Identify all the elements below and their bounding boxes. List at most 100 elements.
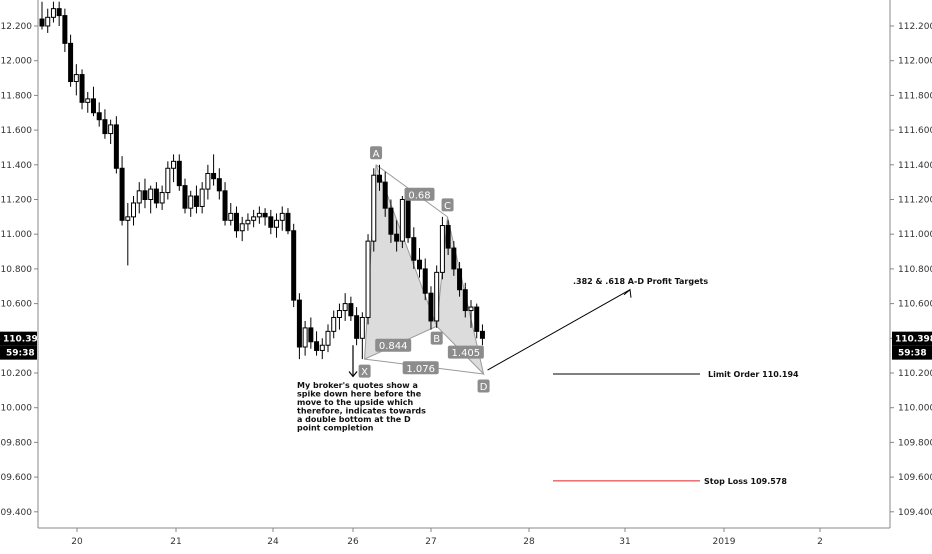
y-tick-label-left: 109.400 [0,508,32,518]
y-tick-label-left: 109.600 [0,473,32,483]
broker-note-line: therefore, indicates towards [297,407,426,416]
candle[interactable] [302,320,308,356]
broker-note-line: spike down here before the [297,390,422,399]
candle[interactable] [148,185,154,214]
candle[interactable] [171,154,177,183]
candle[interactable] [279,206,285,231]
candle[interactable] [262,208,268,226]
candle[interactable] [371,168,377,252]
candle[interactable] [451,241,457,276]
candle[interactable] [376,164,382,191]
candle[interactable] [62,8,68,53]
candle-body [211,172,217,180]
candle-body [342,303,348,312]
candle-body [457,268,463,291]
candle[interactable] [228,202,234,226]
candle[interactable] [291,223,297,308]
candle[interactable] [216,168,222,200]
candle[interactable] [113,116,119,174]
candle[interactable] [422,258,428,301]
candle[interactable] [193,185,199,214]
candle[interactable] [119,156,125,226]
candle[interactable] [165,161,171,200]
candle[interactable] [73,64,79,96]
candle[interactable] [96,102,102,127]
profit-target-arrow-line [487,289,631,371]
candle[interactable] [233,206,239,238]
candle[interactable] [199,182,205,214]
candle[interactable] [205,164,211,200]
candle-body [331,316,337,332]
stop-loss-label: Stop Loss 109.578 [704,477,787,486]
candle[interactable] [399,196,405,249]
candle[interactable] [85,91,91,113]
candle[interactable] [348,296,354,321]
candle[interactable] [90,86,96,117]
candle[interactable] [131,196,137,226]
candle[interactable] [102,109,108,139]
candle[interactable] [457,261,463,297]
candle[interactable] [417,248,423,278]
candle[interactable] [136,182,142,214]
candle[interactable] [365,234,371,325]
candle[interactable] [274,213,280,238]
candle[interactable] [50,1,56,23]
candle[interactable] [188,190,194,217]
candle[interactable] [153,182,159,209]
candle[interactable] [359,312,365,360]
candle[interactable] [342,293,348,321]
candle[interactable] [182,178,188,214]
candle[interactable] [336,303,342,330]
y-tick-label-left: 110.200 [0,369,32,379]
candle[interactable] [159,185,165,210]
candle[interactable] [56,1,62,26]
candle[interactable] [256,206,262,224]
candle[interactable] [479,324,485,346]
candle[interactable] [285,208,291,235]
candle[interactable] [354,307,360,346]
candle[interactable] [251,209,257,228]
candle[interactable] [39,1,45,30]
candle[interactable] [211,154,217,186]
candle[interactable] [382,171,388,217]
candle[interactable] [125,202,131,266]
candle[interactable] [176,154,182,191]
candle[interactable] [388,199,394,243]
candle[interactable] [434,265,440,328]
candle[interactable] [394,220,400,252]
candle[interactable] [268,209,274,235]
candle[interactable] [142,178,148,209]
candle[interactable] [474,303,480,339]
candle[interactable] [445,220,451,256]
candle[interactable] [439,216,445,280]
candle-body [325,330,331,346]
candle[interactable] [411,227,417,269]
candle[interactable] [296,293,302,360]
candle[interactable] [245,213,251,231]
candle[interactable] [319,338,325,360]
y-tick-label-left: 109.800 [0,438,32,448]
candle[interactable] [239,216,245,242]
candle[interactable] [79,69,85,110]
candle-body [148,188,154,200]
candle[interactable] [468,300,474,328]
candle[interactable] [462,282,468,318]
pattern-ratio-label-bg [402,361,439,375]
candle[interactable] [308,317,314,349]
candle-body [142,190,148,200]
candle-body [394,233,400,242]
candle[interactable] [108,119,114,144]
candle-body [291,230,297,301]
candle[interactable] [325,324,331,353]
candle[interactable] [314,331,320,356]
candle[interactable] [331,310,337,339]
pattern-ratio-label-bg [447,345,484,359]
candle[interactable] [45,8,51,33]
candle[interactable] [222,182,228,226]
candle[interactable] [428,286,434,330]
pattern-ratio-label-text: 1.076 [406,364,435,375]
candle-body [136,190,142,204]
candle[interactable] [68,34,74,87]
